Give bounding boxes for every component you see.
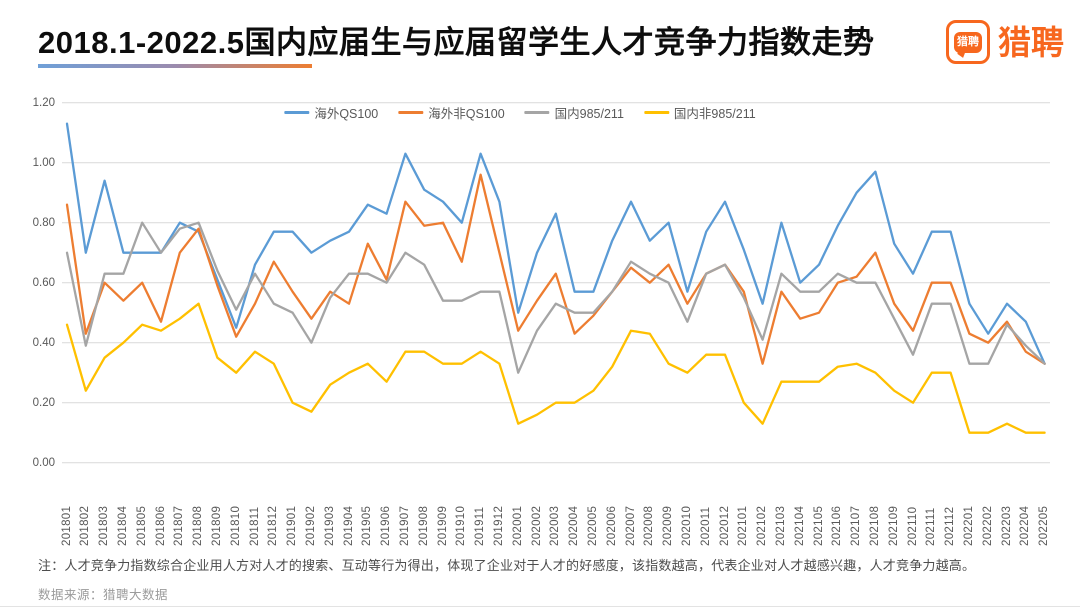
x-tick-label: 201808 xyxy=(192,505,205,546)
x-tick-label: 202004 xyxy=(568,505,581,546)
x-tick-label: 202112 xyxy=(944,506,957,546)
footnote: 注：人才竞争力指数综合企业用人方对人才的搜索、互动等行为得出，体现了企业对于人才… xyxy=(38,558,976,573)
x-tick-label: 202110 xyxy=(906,506,919,546)
x-tick-label: 202010 xyxy=(680,505,693,546)
series-line-国内非985/211 xyxy=(65,302,1046,434)
y-tick-label: 1.20 xyxy=(32,96,55,109)
legend-label: 海外QS100 xyxy=(314,107,379,121)
speech-bubble-icon: 猎聘 xyxy=(954,31,982,58)
liepin-logo: 猎聘 猎聘 xyxy=(946,20,1064,64)
series-line-国内985/211 xyxy=(65,221,1046,374)
legend-line-swatch xyxy=(524,111,550,114)
x-tick-label: 202002 xyxy=(530,505,543,546)
y-tick-label: 0.20 xyxy=(32,396,55,409)
x-tick-label: 202011 xyxy=(699,506,712,546)
x-tick-label: 202205 xyxy=(1038,505,1051,546)
legend-line-swatch xyxy=(284,111,310,114)
x-tick-label: 201809 xyxy=(210,505,223,546)
x-tick-label: 201905 xyxy=(361,505,374,546)
x-tick-label: 201908 xyxy=(417,505,430,546)
series-line-海外QS100 xyxy=(65,122,1046,365)
title-underline xyxy=(38,64,312,68)
liepin-logo-icon: 猎聘 xyxy=(946,20,990,64)
x-tick-label: 202107 xyxy=(850,505,863,546)
x-tick-label: 201807 xyxy=(173,505,186,546)
x-tick-label: 202003 xyxy=(549,505,562,546)
y-tick-label: 0.40 xyxy=(32,336,55,349)
logo-wordmark: 猎聘 xyxy=(998,23,1064,61)
x-tick-label: 202202 xyxy=(981,505,994,546)
x-tick-label: 201803 xyxy=(98,505,111,546)
legend-label: 海外非QS100 xyxy=(428,107,505,121)
x-tick-label: 201904 xyxy=(342,505,355,546)
legend-item-海外QS100: 海外QS100 xyxy=(284,103,378,122)
x-tick-label: 201806 xyxy=(154,505,167,546)
x-tick-label: 201903 xyxy=(323,505,336,546)
x-tick-label: 201911 xyxy=(474,506,487,546)
x-tick-label: 202007 xyxy=(624,505,637,546)
bottom-divider xyxy=(0,606,1080,607)
x-tick-label: 202103 xyxy=(774,505,787,546)
legend-line-swatch xyxy=(643,111,669,114)
x-tick-label: 201811 xyxy=(248,506,261,546)
x-tick-label: 202006 xyxy=(605,505,618,546)
x-tick-label: 202201 xyxy=(962,505,975,546)
x-tick-label: 201812 xyxy=(267,505,280,546)
x-tick-label: 201902 xyxy=(304,505,317,546)
x-tick-label: 202102 xyxy=(756,505,769,546)
x-tick-label: 201901 xyxy=(286,505,299,546)
x-tick-label: 201802 xyxy=(79,505,92,546)
series-line-海外非QS100 xyxy=(65,173,1046,365)
x-tick-label: 202012 xyxy=(718,505,731,546)
x-tick-label: 201804 xyxy=(116,505,129,546)
y-tick-label: 0.00 xyxy=(32,456,55,469)
legend-label: 国内非985/211 xyxy=(673,107,756,121)
x-tick-label: 202111 xyxy=(925,507,938,546)
x-tick-label: 201805 xyxy=(135,505,148,546)
logo-icon-text: 猎聘 xyxy=(957,35,979,48)
legend-item-海外非QS100: 海外非QS100 xyxy=(398,103,505,122)
legend-item-国内非985/211: 国内非985/211 xyxy=(643,103,756,122)
x-tick-label: 202203 xyxy=(1000,505,1013,546)
legend-line-swatch xyxy=(398,111,424,114)
x-tick-label: 202106 xyxy=(831,505,844,546)
x-tick-label: 202109 xyxy=(887,505,900,546)
x-tick-label: 201912 xyxy=(492,505,505,546)
legend-label: 国内985/211 xyxy=(554,107,624,121)
x-tick-label: 201909 xyxy=(436,505,449,546)
x-tick-label: 202008 xyxy=(643,505,656,546)
data-source: 数据来源：猎聘大数据 xyxy=(38,588,169,602)
page-title: 2018.1-2022.5国内应届生与应届留学生人才竞争力指数走势 xyxy=(38,25,875,60)
x-tick-label: 201907 xyxy=(398,505,411,546)
x-tick-label: 202108 xyxy=(868,505,881,546)
x-tick-label: 202104 xyxy=(793,505,806,546)
legend-item-国内985/211: 国内985/211 xyxy=(524,103,624,122)
y-tick-label: 1.00 xyxy=(32,156,55,169)
x-tick-label: 201810 xyxy=(229,505,242,546)
x-tick-label: 202101 xyxy=(737,505,750,546)
y-tick-label: 0.60 xyxy=(32,276,55,289)
y-tick-label: 0.80 xyxy=(32,216,55,229)
x-tick-label: 202005 xyxy=(586,505,599,546)
x-tick-label: 202001 xyxy=(511,505,524,546)
x-tick-label: 202105 xyxy=(812,505,825,546)
x-tick-label: 201801 xyxy=(60,505,73,546)
x-tick-label: 201906 xyxy=(380,505,393,546)
x-tick-label: 202009 xyxy=(662,505,675,546)
x-tick-label: 201910 xyxy=(455,505,468,546)
chart-legend: 海外QS100 海外非QS100 国内985/211 国内非985/211 xyxy=(284,103,756,122)
x-tick-label: 202204 xyxy=(1019,505,1032,546)
